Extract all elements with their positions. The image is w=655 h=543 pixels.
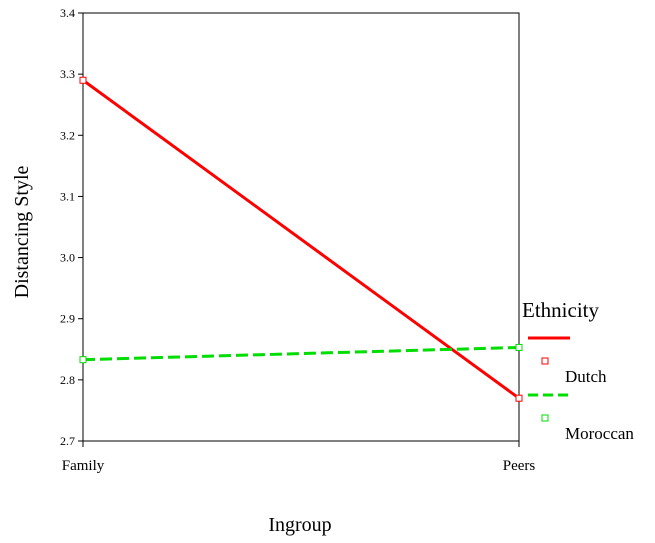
y-tick-label: 3.2	[60, 128, 75, 142]
legend-marker-moroccan	[541, 414, 549, 422]
legend-title: Ethnicity	[522, 298, 599, 322]
series-line-moroccan	[82, 345, 520, 362]
data-point-dutch	[515, 394, 523, 402]
plot-area	[82, 12, 520, 442]
legend-label-moroccan: Moroccan	[565, 424, 634, 443]
x-axis-title: Ingroup	[268, 514, 331, 536]
y-tick-label: 2.7	[60, 434, 75, 448]
y-tick-label: 2.9	[60, 312, 75, 326]
series-layer	[79, 76, 523, 402]
data-point-dutch	[79, 76, 87, 84]
data-point-moroccan	[79, 356, 87, 364]
series-line-dutch	[82, 79, 520, 400]
x-tick-label: Family	[62, 458, 105, 474]
legend-label-dutch: Dutch	[565, 367, 607, 386]
y-tick-label: 3.3	[60, 67, 75, 81]
y-tick-label: 3.0	[60, 251, 75, 265]
y-axis-ticks: 2.7 2.8 2.9 3.0 3.1 3.2 3.3 3.4	[60, 6, 83, 448]
data-point-moroccan	[515, 343, 523, 351]
legend-marker-dutch	[541, 357, 549, 365]
legend: Ethnicity Dutch Moroccan	[522, 298, 634, 443]
x-axis-ticks: Family Peers	[62, 441, 536, 474]
y-tick-label: 3.4	[60, 6, 75, 20]
x-tick-label: Peers	[503, 458, 536, 474]
y-tick-label: 2.8	[60, 373, 75, 387]
y-tick-label: 3.1	[60, 189, 75, 203]
y-axis-title: Distancing Style	[11, 165, 33, 298]
